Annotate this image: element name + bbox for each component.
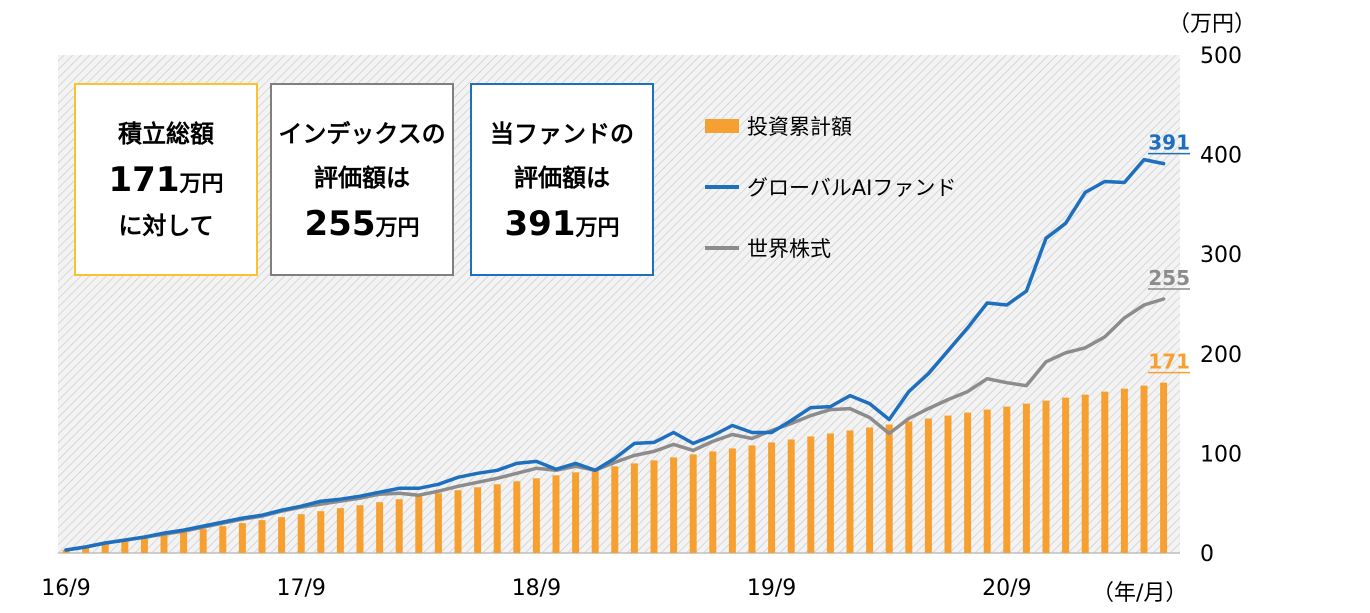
x-tick-label: 18/9 xyxy=(512,576,561,601)
legend-label-ai-fund: グローバルAIファンド xyxy=(747,175,957,200)
bar-cumulative xyxy=(1003,406,1011,553)
bar-cumulative xyxy=(376,502,384,553)
bar-cumulative xyxy=(297,514,305,553)
bar-cumulative xyxy=(1062,397,1070,553)
bar-cumulative xyxy=(317,511,325,553)
y-tick-label: 100 xyxy=(1200,442,1242,467)
legend-item-cumulative: 投資累計額 xyxy=(705,95,956,156)
bar-cumulative xyxy=(983,409,991,553)
bar-cumulative xyxy=(611,466,619,553)
x-tick-label: 17/9 xyxy=(276,576,325,601)
bar-cumulative xyxy=(866,427,874,553)
legend-swatch-gray-line xyxy=(705,245,739,250)
box-total-line1: 積立総額 xyxy=(118,119,214,148)
bar-cumulative xyxy=(82,547,90,553)
x-tick-label: 19/9 xyxy=(747,576,796,601)
bar-cumulative xyxy=(395,499,403,553)
bar-cumulative xyxy=(591,469,599,553)
box-index-line1: インデックスの xyxy=(278,119,446,148)
bar-cumulative xyxy=(650,460,658,553)
bar-cumulative xyxy=(101,544,109,553)
bar-cumulative xyxy=(278,517,286,553)
box-total-line3: に対して xyxy=(118,211,214,240)
bar-cumulative xyxy=(768,442,776,553)
bar-cumulative xyxy=(787,439,795,553)
box-fund-amount: 391万円 xyxy=(504,203,620,244)
legend-item-ai-fund: グローバルAIファンド xyxy=(705,156,956,217)
bar-cumulative xyxy=(474,487,482,553)
bar-cumulative xyxy=(905,421,913,553)
x-tick-label: 16/9 xyxy=(41,576,90,601)
legend-label-world-equity: 世界株式 xyxy=(747,236,831,261)
y-tick-label: 400 xyxy=(1200,144,1242,169)
bar-cumulative xyxy=(160,535,168,553)
bar-cumulative xyxy=(964,412,972,553)
bar-cumulative xyxy=(709,451,717,553)
box-index-amount: 255万円 xyxy=(304,203,420,244)
bar-cumulative xyxy=(434,493,442,553)
bar-cumulative xyxy=(1042,400,1050,553)
x-tick-label: 20/9 xyxy=(982,576,1031,601)
bar-cumulative xyxy=(572,472,580,553)
bar-cumulative xyxy=(924,418,932,553)
y-tick-label: 0 xyxy=(1200,542,1214,567)
bar-cumulative xyxy=(1081,394,1089,553)
bar-cumulative xyxy=(807,436,815,553)
bar-cumulative xyxy=(944,415,952,553)
bar-cumulative xyxy=(356,505,364,553)
bar-cumulative xyxy=(689,454,697,553)
bar-cumulative xyxy=(1160,382,1168,553)
bar-cumulative xyxy=(670,457,678,553)
bar-cumulative xyxy=(1120,388,1128,553)
box-total-amount: 171万円 xyxy=(108,159,224,200)
summary-box-total: 積立総額 171万円 に対して xyxy=(74,83,258,276)
end-label-ai-fund: 391 xyxy=(1148,131,1190,155)
bar-cumulative xyxy=(219,526,227,553)
line-ai-fund xyxy=(64,157,1166,552)
y-tick-label: 300 xyxy=(1200,243,1242,268)
bar-cumulative xyxy=(630,463,638,553)
bar-cumulative xyxy=(454,490,462,553)
legend-label-cumulative: 投資累計額 xyxy=(747,114,852,139)
box-index-line2: 評価額は xyxy=(314,163,410,192)
summary-box-index: インデックスの 評価額は 255万円 xyxy=(270,83,454,276)
legend-item-world-equity: 世界株式 xyxy=(705,217,956,278)
bar-cumulative xyxy=(532,478,540,553)
y-tick-label: 200 xyxy=(1200,343,1242,368)
bar-cumulative xyxy=(728,448,736,553)
box-fund-line2: 評価額は xyxy=(514,163,610,192)
bar-cumulative xyxy=(1101,391,1109,553)
x-axis-unit: （年/月） xyxy=(1092,581,1188,606)
bar-cumulative xyxy=(140,538,148,553)
legend-swatch-blue-line xyxy=(705,184,739,189)
box-fund-line1: 当ファンドの xyxy=(490,119,634,148)
bar-cumulative xyxy=(826,433,834,553)
bar-cumulative xyxy=(1140,385,1148,553)
bar-cumulative xyxy=(336,508,344,553)
y-axis-unit: （万円） xyxy=(1168,12,1257,37)
bar-cumulative xyxy=(846,430,854,553)
end-label-world-equity: 255 xyxy=(1148,266,1190,290)
bar-cumulative xyxy=(180,532,188,553)
bar-cumulative xyxy=(199,529,207,553)
summary-box-fund: 当ファンドの 評価額は 391万円 xyxy=(470,83,654,276)
bar-cumulative xyxy=(121,541,129,553)
bar-cumulative xyxy=(238,523,246,553)
end-label-cumulative: 171 xyxy=(1148,350,1190,374)
bar-cumulative xyxy=(885,424,893,553)
legend: 投資累計額 グローバルAIファンド 世界株式 xyxy=(705,95,956,278)
y-tick-label: 500 xyxy=(1200,44,1242,69)
bar-cumulative xyxy=(513,481,521,553)
bar-cumulative xyxy=(552,475,560,553)
bar-cumulative xyxy=(1022,403,1030,553)
bar-cumulative xyxy=(415,496,423,553)
bar-cumulative xyxy=(493,484,501,553)
bar-cumulative xyxy=(748,445,756,553)
legend-swatch-bar xyxy=(705,118,739,133)
bar-cumulative xyxy=(258,520,266,553)
